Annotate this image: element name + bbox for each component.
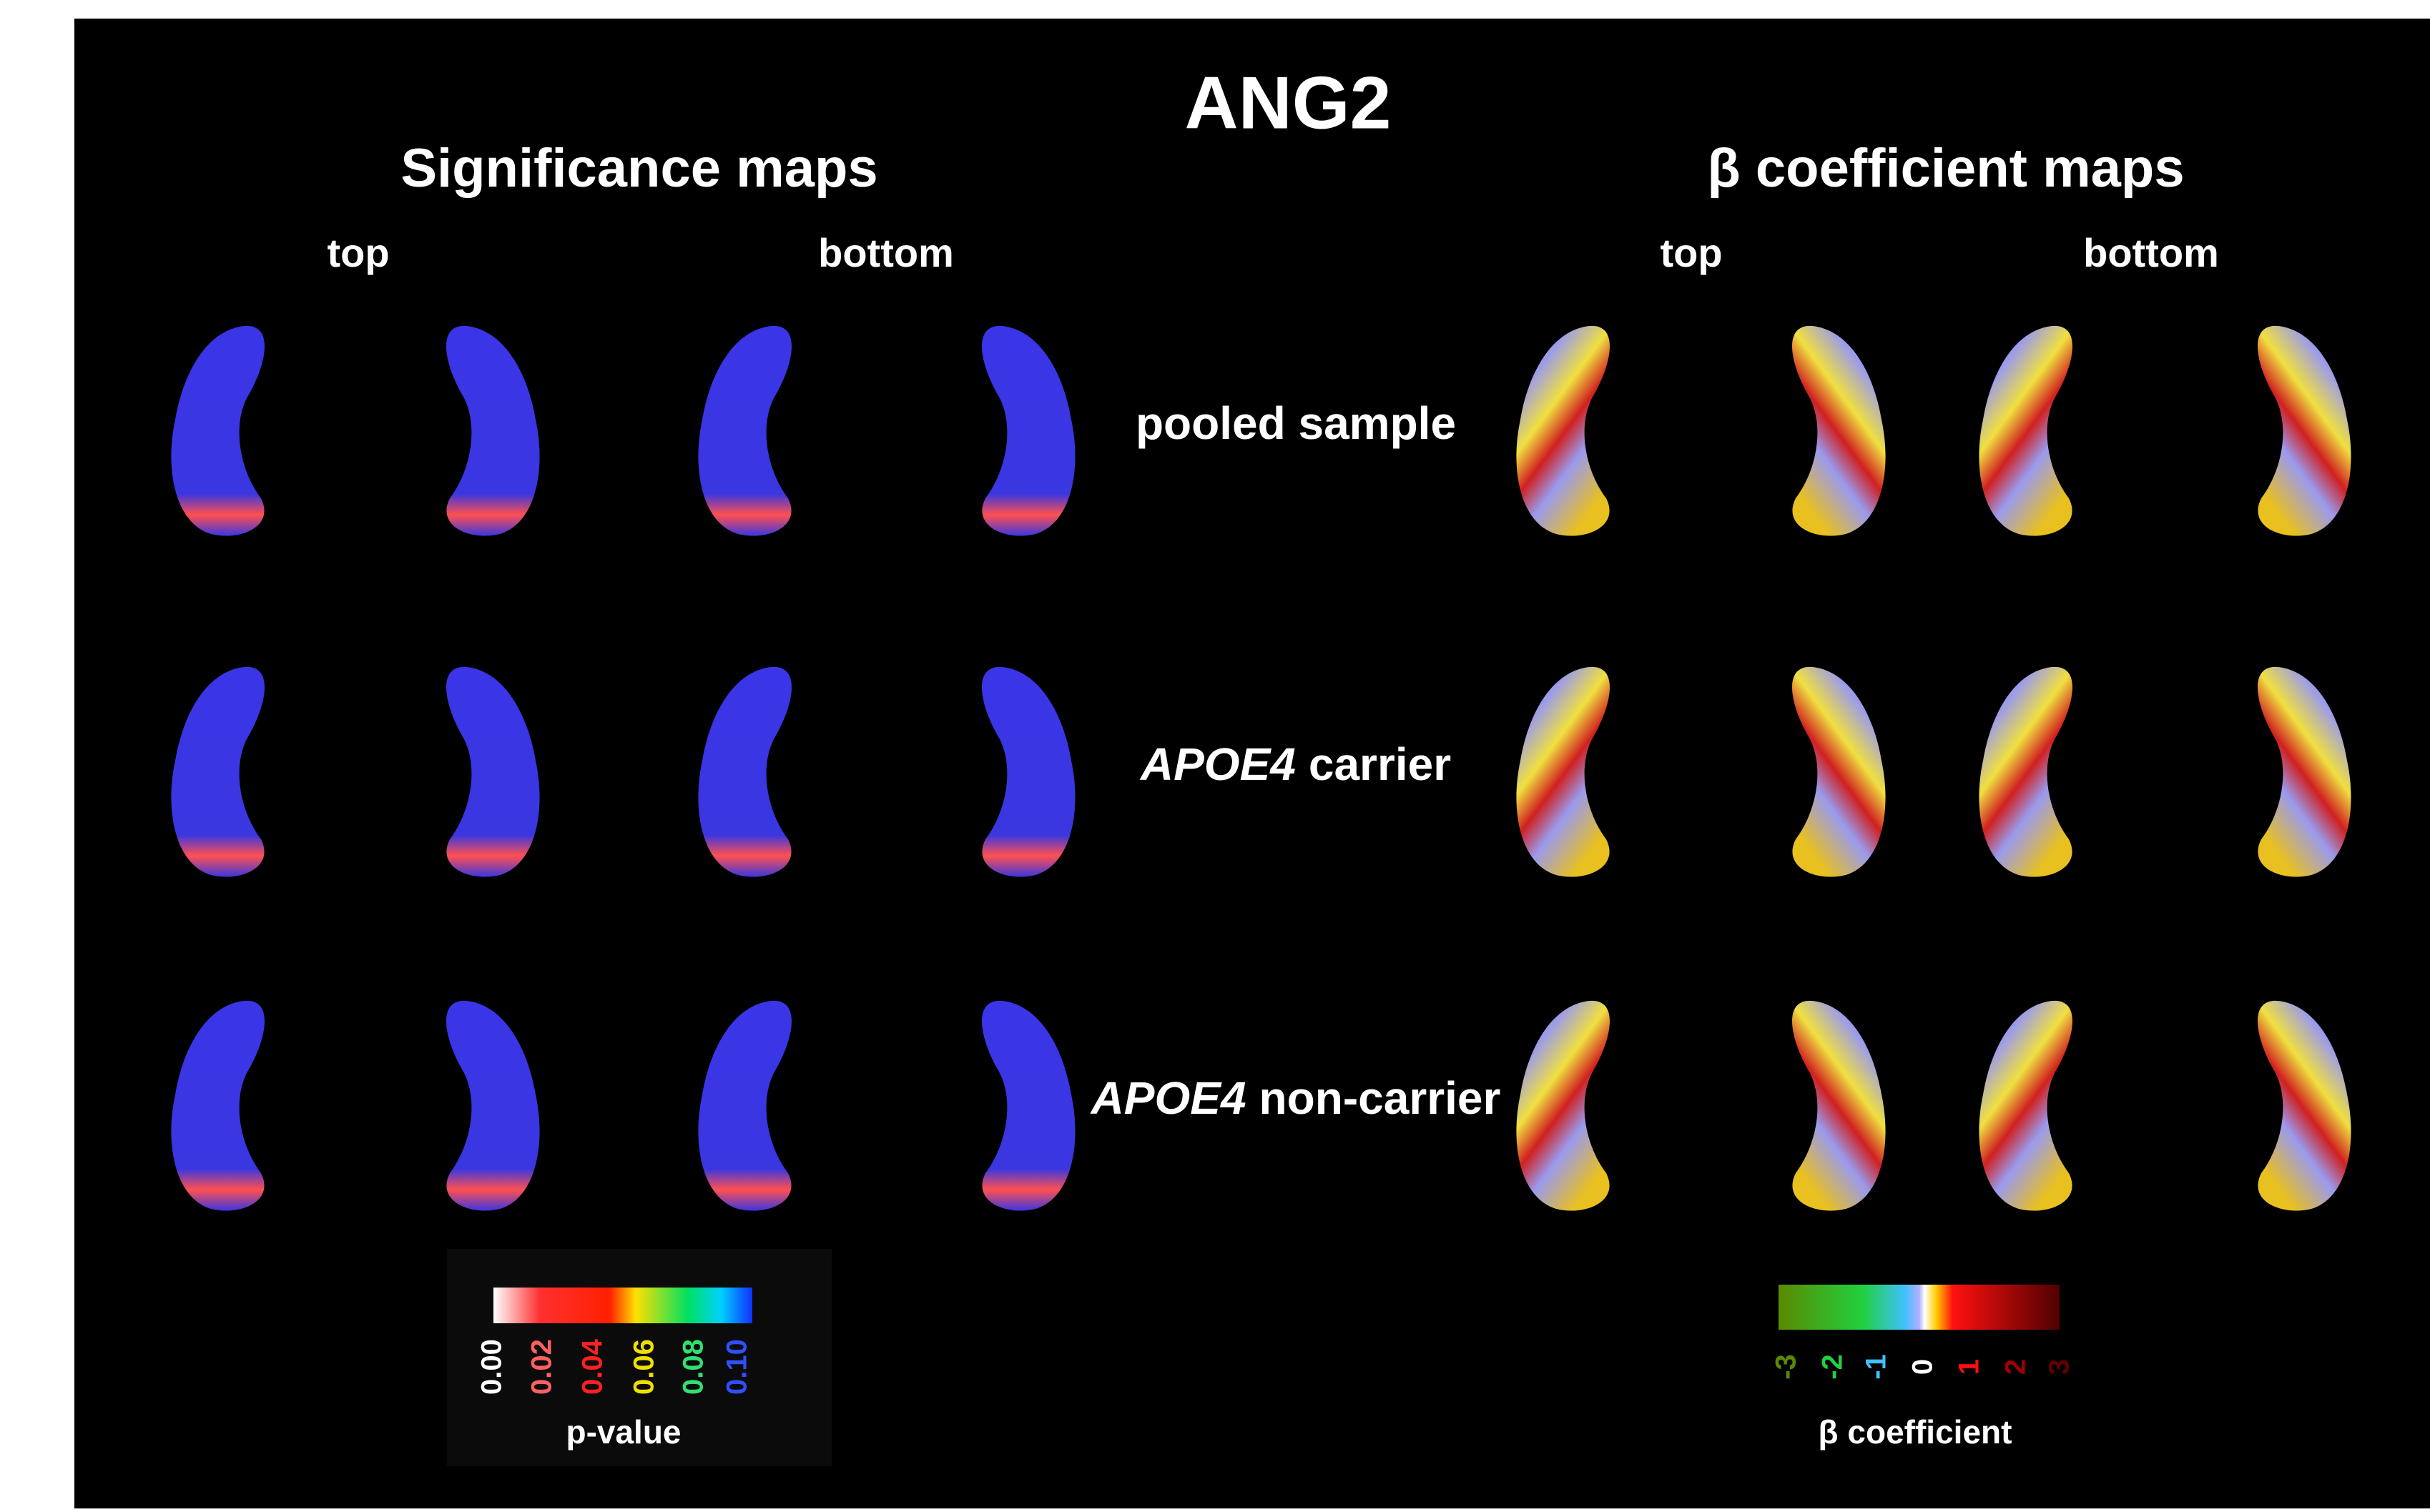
colorbar-tick-label: 0.10	[722, 1339, 753, 1395]
colorbar-tick-label: 0.02	[526, 1339, 558, 1395]
colorbar-tick-label: 2	[2000, 1359, 2032, 1375]
row-label: pooled sample	[1136, 397, 1456, 449]
colorbar-tick-label: 3	[2044, 1359, 2075, 1375]
figure: ANG2Significance mapstopbottomβ coeffici…	[0, 0, 2430, 1508]
colorbar-tick-label: -1	[1861, 1354, 1892, 1380]
colorbar-tick-label: 1	[1954, 1359, 1985, 1375]
colorbar-tick-label: -3	[1771, 1354, 1802, 1380]
view-label: bottom	[2083, 230, 2219, 275]
row-label-text: non-carrier	[1259, 1072, 1501, 1124]
colorbar	[1779, 1285, 2060, 1330]
row-label-italic: APOE4	[1090, 1072, 1246, 1124]
panel-title: Significance maps	[400, 138, 877, 199]
view-label: bottom	[818, 230, 954, 275]
row-label-text: carrier	[1309, 738, 1451, 790]
colorbar-tick-label: 0.00	[476, 1339, 508, 1395]
row-label-text: pooled sample	[1136, 397, 1456, 449]
view-label: top	[1660, 230, 1722, 275]
colorbar-title: β coefficient	[1819, 1413, 2012, 1451]
colorbar-tick-label: 0.08	[678, 1339, 709, 1395]
colorbar-title: p-value	[566, 1413, 681, 1451]
view-label: top	[327, 230, 389, 275]
title: ANG2	[1185, 61, 1392, 144]
colorbar-tick-label: -2	[1817, 1354, 1849, 1380]
colorbar-tick-label: 0.06	[629, 1339, 660, 1395]
row-label-italic: APOE4	[1139, 738, 1296, 790]
panel-title: β coefficient maps	[1707, 138, 2184, 199]
colorbar-tick-label: 0	[1907, 1359, 1939, 1375]
colorbar	[493, 1288, 752, 1323]
colorbar-tick-label: 0.04	[577, 1338, 609, 1395]
